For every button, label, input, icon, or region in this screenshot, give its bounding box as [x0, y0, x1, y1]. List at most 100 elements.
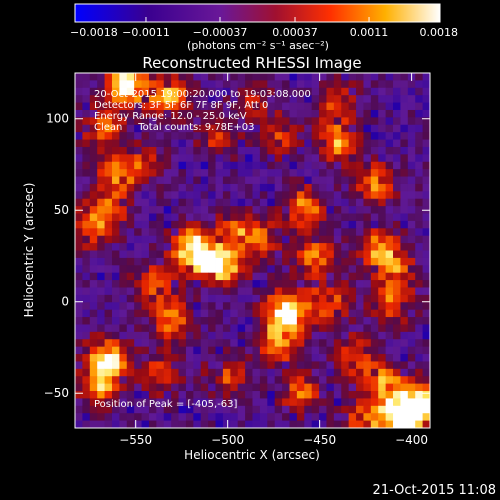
heatmap-cell: [311, 243, 320, 251]
heatmap-cell: [319, 391, 327, 399]
heatmap-cell: [282, 309, 290, 318]
heatmap-cell: [156, 117, 165, 126]
heatmap-cell: [363, 146, 372, 155]
heatmap-cell: [274, 331, 283, 340]
heatmap-cell: [134, 413, 142, 422]
heatmap-cell: [282, 228, 290, 237]
heatmap-cell: [245, 376, 253, 385]
heatmap-cell: [407, 132, 416, 140]
heatmap-cell: [311, 309, 320, 318]
heatmap-cell: [363, 191, 372, 200]
heatmap-cell: [259, 139, 268, 148]
heatmap-cell: [333, 346, 342, 355]
heatmap-cell: [141, 132, 150, 140]
heatmap-cell: [422, 146, 431, 155]
heatmap-cell: [326, 220, 335, 229]
heatmap-cell: [148, 346, 157, 355]
heatmap-cell: [282, 368, 290, 377]
heatmap-cell: [393, 154, 401, 163]
heatmap-cell: [178, 272, 187, 281]
heatmap-cell: [126, 361, 135, 370]
heatmap-cell: [111, 368, 120, 377]
heatmap-cell: [415, 250, 424, 259]
heatmap-cell: [200, 257, 209, 266]
heatmap-cell: [193, 117, 202, 126]
heatmap-cell: [82, 280, 91, 288]
heatmap-cell: [348, 146, 357, 155]
heatmap-cell: [348, 87, 357, 96]
heatmap-cell: [245, 191, 253, 200]
heatmap-cell: [304, 198, 313, 207]
heatmap-cell: [259, 376, 268, 385]
heatmap-cell: [245, 132, 253, 140]
heatmap-cell: [363, 87, 372, 96]
heatmap-cell: [348, 346, 357, 355]
heatmap-cell: [289, 243, 298, 251]
heatmap-cell: [259, 405, 268, 414]
heatmap-cell: [171, 361, 179, 370]
heatmap-cell: [97, 228, 105, 237]
heatmap-cell: [363, 317, 372, 325]
heatmap-cell: [215, 317, 224, 325]
heatmap-cell: [311, 220, 320, 229]
heatmap-cell: [259, 339, 268, 348]
heatmap-cell: [385, 309, 394, 318]
heatmap-cell: [400, 213, 409, 222]
heatmap-cell: [385, 405, 394, 414]
heatmap-cell: [185, 154, 194, 163]
heatmap-cell: [126, 183, 135, 192]
heatmap-cell: [200, 176, 209, 185]
heatmap-cell: [119, 257, 128, 266]
heatmap-cell: [193, 354, 202, 362]
heatmap-cell: [156, 183, 165, 192]
heatmap-cell: [89, 309, 98, 318]
heatmap-cell: [378, 294, 387, 303]
heatmap-cell: [400, 169, 409, 177]
heatmap-cell: [393, 361, 401, 370]
heatmap-cell: [75, 391, 83, 399]
heatmap-cell: [230, 420, 239, 429]
heatmap-cell: [245, 220, 253, 229]
heatmap-cell: [333, 109, 342, 118]
heatmap-cell: [326, 176, 335, 185]
heatmap-cell: [407, 169, 416, 177]
heatmap-cell: [378, 243, 387, 251]
heatmap-cell: [333, 228, 342, 237]
heatmap-cell: [289, 206, 298, 214]
y-tick-label: −50: [44, 386, 69, 400]
heatmap-cell: [296, 250, 305, 259]
heatmap-cell: [171, 132, 179, 140]
heatmap-cell: [126, 206, 135, 214]
heatmap-cell: [119, 176, 128, 185]
heatmap-cell: [178, 324, 187, 333]
heatmap-cell: [245, 265, 253, 274]
heatmap-cell: [208, 309, 216, 318]
heatmap-cell: [341, 331, 350, 340]
heatmap-cell: [245, 391, 253, 399]
heatmap-cell: [119, 183, 128, 192]
heatmap-cell: [274, 354, 283, 362]
heatmap-cell: [104, 287, 113, 296]
heatmap-cell: [200, 317, 209, 325]
heatmap-cell: [363, 102, 372, 111]
heatmap-cell: [385, 331, 394, 340]
heatmap-cell: [341, 124, 350, 133]
heatmap-cell: [208, 361, 216, 370]
heatmap-cell: [148, 405, 157, 414]
heatmap-cell: [378, 398, 387, 407]
heatmap-cell: [356, 383, 364, 392]
heatmap-cell: [333, 398, 342, 407]
heatmap-cell: [222, 176, 231, 185]
heatmap-cell: [222, 102, 231, 111]
heatmap-cell: [326, 169, 335, 177]
heatmap-cell: [82, 183, 91, 192]
heatmap-cell: [208, 235, 216, 244]
heatmap-cell: [245, 213, 253, 222]
heatmap-cell: [156, 257, 165, 266]
heatmap-cell: [422, 198, 431, 207]
heatmap-cell: [415, 132, 424, 140]
heatmap-cell: [119, 154, 128, 163]
heatmap-cell: [193, 183, 202, 192]
heatmap-cell: [415, 405, 424, 414]
heatmap-cell: [400, 376, 409, 385]
